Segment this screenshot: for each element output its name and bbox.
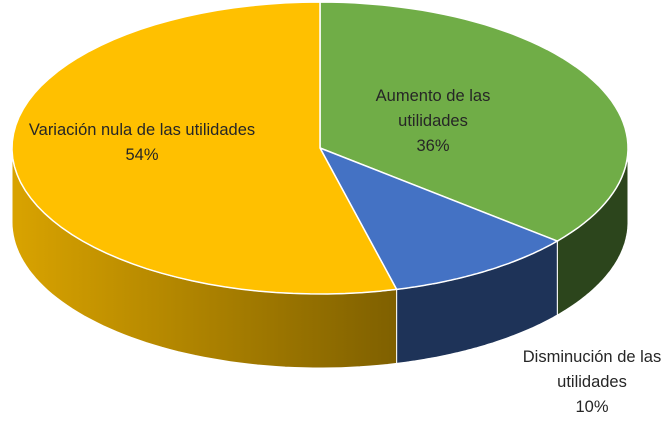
slice: [11, 1, 398, 295]
label-name: Disminución de las utilidades: [522, 348, 662, 391]
slice: [319, 1, 629, 242]
label-value: 54%: [125, 146, 159, 164]
label-value: 36%: [416, 137, 450, 155]
label-value: 10%: [575, 398, 609, 416]
data-label: Variación nula de las utilidades 54%: [22, 118, 262, 168]
label-name: Aumento de las utilidades: [375, 87, 491, 130]
label-name: Variación nula de las utilidades: [28, 121, 256, 139]
data-label: Aumento de las utilidades 36%: [358, 84, 508, 159]
slice: [318, 146, 560, 291]
data-label: Disminución de las utilidades 10%: [512, 345, 671, 420]
